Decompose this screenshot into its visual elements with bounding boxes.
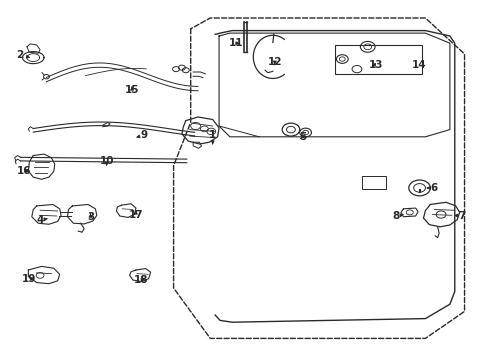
Text: 12: 12 [267, 57, 282, 67]
Text: 6: 6 [427, 183, 437, 193]
Text: 1: 1 [209, 130, 216, 144]
Text: 17: 17 [128, 210, 143, 220]
Text: 8: 8 [392, 211, 402, 221]
Text: 10: 10 [99, 156, 114, 166]
Text: 7: 7 [454, 211, 465, 221]
Text: 18: 18 [133, 275, 148, 285]
Text: 4: 4 [36, 215, 47, 225]
Text: 13: 13 [368, 60, 383, 70]
Text: 15: 15 [124, 85, 139, 95]
Text: 19: 19 [22, 274, 37, 284]
Text: 3: 3 [87, 212, 94, 222]
Text: 11: 11 [228, 38, 243, 48]
Bar [335, 45, 422, 74]
Text: 2: 2 [16, 50, 29, 60]
Text: 9: 9 [137, 130, 147, 140]
Text: 5: 5 [299, 132, 305, 142]
Text: 16: 16 [17, 166, 32, 176]
Text: 14: 14 [411, 60, 426, 70]
